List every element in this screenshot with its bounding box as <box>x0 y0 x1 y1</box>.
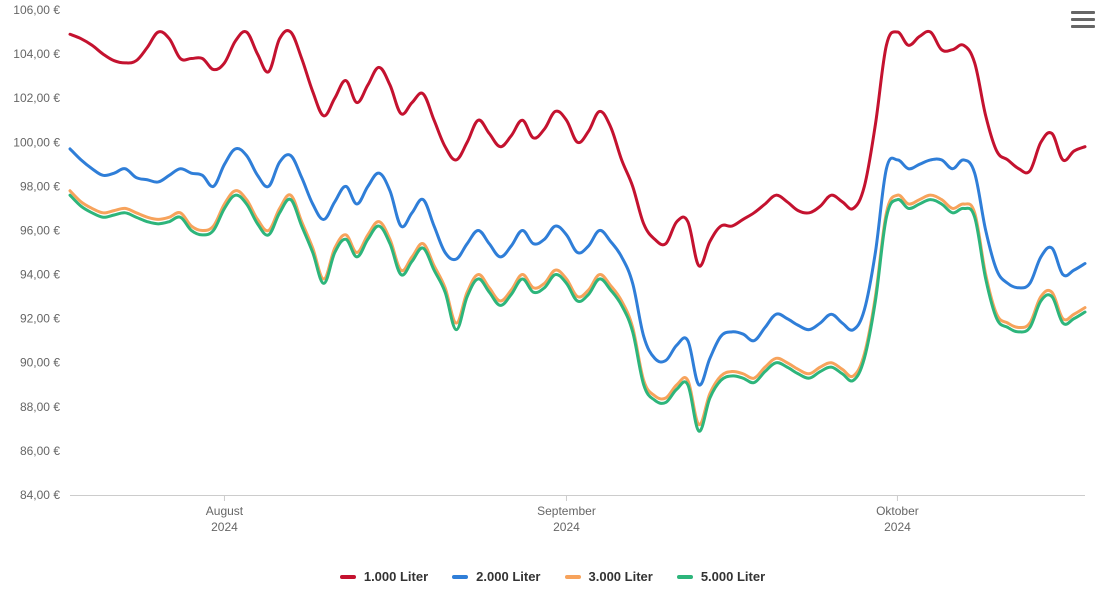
series-line-s3[interactable] <box>70 191 1085 425</box>
series-line-s4[interactable] <box>70 195 1085 431</box>
legend-swatch-icon <box>340 575 356 579</box>
legend-swatch-icon <box>452 575 468 579</box>
y-tick-label: 86,00 € <box>20 444 60 458</box>
chart-canvas: 84,00 € 86,00 € 88,00 € 90,00 € 92,00 € 94,00… <box>0 0 1105 560</box>
legend-label: 5.000 Liter <box>701 569 765 584</box>
legend-item-3000[interactable]: 3.000 Liter <box>565 569 653 584</box>
y-tick-label: 100,00 € <box>13 135 60 149</box>
chart-legend: 1.000 Liter 2.000 Liter 3.000 Liter 5.00… <box>0 569 1105 584</box>
legend-item-5000[interactable]: 5.000 Liter <box>677 569 765 584</box>
y-tick-label: 88,00 € <box>20 400 60 414</box>
legend-label: 1.000 Liter <box>364 569 428 584</box>
y-tick-label: 90,00 € <box>20 356 60 370</box>
y-tick-label: 84,00 € <box>20 488 60 502</box>
hamburger-bar-icon <box>1071 25 1095 28</box>
y-tick-label: 106,00 € <box>13 3 60 17</box>
x-tick-sublabel: 2024 <box>553 520 580 534</box>
price-chart: 84,00 € 86,00 € 88,00 € 90,00 € 92,00 € 94,00… <box>0 0 1105 602</box>
legend-label: 3.000 Liter <box>589 569 653 584</box>
y-tick-label: 92,00 € <box>20 312 60 326</box>
hamburger-menu-button[interactable] <box>1071 8 1095 30</box>
x-tick-sublabel: 2024 <box>211 520 238 534</box>
legend-label: 2.000 Liter <box>476 569 540 584</box>
x-tick-label: September <box>537 504 596 518</box>
hamburger-bar-icon <box>1071 18 1095 21</box>
x-tick-label: Oktober <box>876 504 919 518</box>
y-tick-label: 104,00 € <box>13 47 60 61</box>
series-line-s1[interactable] <box>70 31 1085 267</box>
legend-item-2000[interactable]: 2.000 Liter <box>452 569 540 584</box>
legend-item-1000[interactable]: 1.000 Liter <box>340 569 428 584</box>
x-tick-label: August <box>206 504 244 518</box>
y-tick-label: 94,00 € <box>20 268 60 282</box>
hamburger-bar-icon <box>1071 11 1095 14</box>
y-tick-label: 98,00 € <box>20 179 60 193</box>
legend-swatch-icon <box>565 575 581 579</box>
y-tick-label: 96,00 € <box>20 223 60 237</box>
y-tick-label: 102,00 € <box>13 91 60 105</box>
x-tick-sublabel: 2024 <box>884 520 911 534</box>
legend-swatch-icon <box>677 575 693 579</box>
series-line-s2[interactable] <box>70 148 1085 385</box>
